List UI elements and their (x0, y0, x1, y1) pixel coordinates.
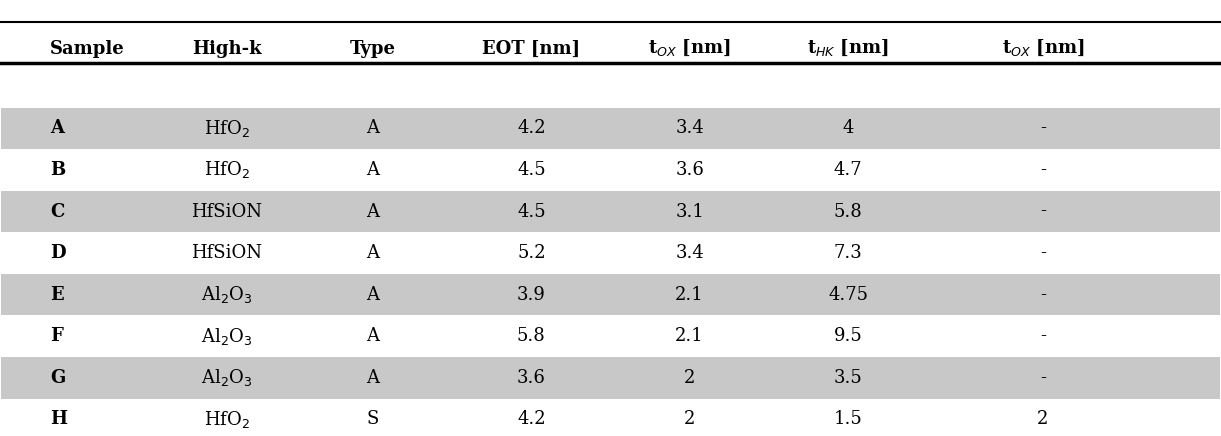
Text: t$_{OX}$ [nm]: t$_{OX}$ [nm] (648, 37, 731, 58)
Text: 3.6: 3.6 (675, 161, 705, 179)
Text: 3.9: 3.9 (516, 286, 546, 304)
Text: 4.5: 4.5 (516, 202, 546, 221)
Text: 4.75: 4.75 (828, 286, 868, 304)
Text: -: - (1040, 244, 1046, 262)
Text: 3.4: 3.4 (675, 119, 705, 137)
Text: 5.8: 5.8 (834, 202, 862, 221)
Text: High-k: High-k (192, 40, 261, 58)
Text: 4: 4 (842, 119, 853, 137)
Text: 4.7: 4.7 (834, 161, 862, 179)
Text: 4.5: 4.5 (516, 161, 546, 179)
Text: 2.1: 2.1 (675, 286, 705, 304)
Text: A: A (366, 369, 380, 387)
Text: -: - (1040, 369, 1046, 387)
Text: D: D (50, 244, 66, 262)
Text: 4.2: 4.2 (516, 119, 546, 137)
Text: 1.5: 1.5 (834, 410, 862, 429)
Text: EOT [nm]: EOT [nm] (482, 40, 580, 58)
Text: 3.4: 3.4 (675, 244, 705, 262)
Text: A: A (366, 286, 380, 304)
Text: -: - (1040, 161, 1046, 179)
Text: -: - (1040, 119, 1046, 137)
Text: 7.3: 7.3 (834, 244, 862, 262)
Text: A: A (366, 119, 380, 137)
Text: C: C (50, 202, 65, 221)
Text: HfSiON: HfSiON (192, 244, 263, 262)
Text: F: F (50, 327, 63, 345)
Text: HfO$_2$: HfO$_2$ (204, 160, 250, 181)
Text: H: H (50, 410, 67, 429)
Bar (1, 357, 1220, 399)
Text: HfSiON: HfSiON (192, 202, 263, 221)
Text: t$_{HK}$ [nm]: t$_{HK}$ [nm] (807, 37, 889, 58)
Text: 3.6: 3.6 (516, 369, 546, 387)
Text: Al$_2$O$_3$: Al$_2$O$_3$ (201, 284, 253, 305)
Text: HfO$_2$: HfO$_2$ (204, 409, 250, 430)
Text: Type: Type (350, 40, 396, 58)
Bar (1, 274, 1220, 316)
Text: 2: 2 (684, 369, 696, 387)
Text: 5.8: 5.8 (516, 327, 546, 345)
Text: A: A (366, 161, 380, 179)
Bar (1, 108, 1220, 149)
Text: HfO$_2$: HfO$_2$ (204, 118, 250, 139)
Text: A: A (50, 119, 65, 137)
Text: S: S (366, 410, 380, 429)
Text: t$_{OX}$ [nm]: t$_{OX}$ [nm] (1001, 37, 1084, 58)
Text: 2.1: 2.1 (675, 327, 705, 345)
Text: Sample: Sample (50, 40, 125, 58)
Text: 3.1: 3.1 (675, 202, 705, 221)
Text: Al$_2$O$_3$: Al$_2$O$_3$ (201, 326, 253, 347)
Text: -: - (1040, 327, 1046, 345)
Text: -: - (1040, 202, 1046, 221)
Text: A: A (366, 244, 380, 262)
Text: 2: 2 (684, 410, 696, 429)
Text: 3.5: 3.5 (834, 369, 862, 387)
Text: B: B (50, 161, 66, 179)
Text: 4.2: 4.2 (516, 410, 546, 429)
Text: E: E (50, 286, 63, 304)
Text: 5.2: 5.2 (516, 244, 546, 262)
Text: A: A (366, 202, 380, 221)
Text: Al$_2$O$_3$: Al$_2$O$_3$ (201, 368, 253, 388)
Bar (1, 191, 1220, 232)
Text: G: G (50, 369, 66, 387)
Text: 2: 2 (1038, 410, 1049, 429)
Text: A: A (366, 327, 380, 345)
Text: -: - (1040, 286, 1046, 304)
Text: 9.5: 9.5 (834, 327, 862, 345)
